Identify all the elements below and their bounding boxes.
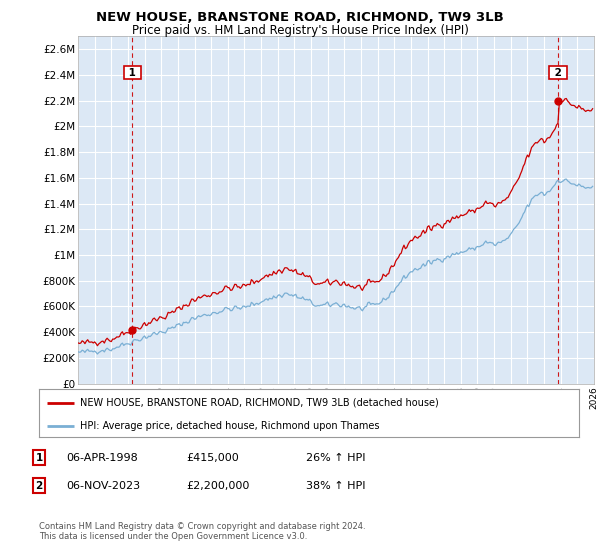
Text: 1: 1 xyxy=(35,452,43,463)
Text: NEW HOUSE, BRANSTONE ROAD, RICHMOND, TW9 3LB: NEW HOUSE, BRANSTONE ROAD, RICHMOND, TW9… xyxy=(96,11,504,24)
Text: 2: 2 xyxy=(551,68,565,78)
Text: 1: 1 xyxy=(125,68,140,78)
Text: £415,000: £415,000 xyxy=(186,452,239,463)
Text: 2: 2 xyxy=(35,480,43,491)
Text: Price paid vs. HM Land Registry's House Price Index (HPI): Price paid vs. HM Land Registry's House … xyxy=(131,24,469,36)
Text: 06-APR-1998: 06-APR-1998 xyxy=(66,452,138,463)
Text: Contains HM Land Registry data © Crown copyright and database right 2024.
This d: Contains HM Land Registry data © Crown c… xyxy=(39,522,365,542)
Text: 06-NOV-2023: 06-NOV-2023 xyxy=(66,480,140,491)
Text: £2,200,000: £2,200,000 xyxy=(186,480,250,491)
Text: 26% ↑ HPI: 26% ↑ HPI xyxy=(306,452,365,463)
Text: HPI: Average price, detached house, Richmond upon Thames: HPI: Average price, detached house, Rich… xyxy=(79,421,379,431)
Text: NEW HOUSE, BRANSTONE ROAD, RICHMOND, TW9 3LB (detached house): NEW HOUSE, BRANSTONE ROAD, RICHMOND, TW9… xyxy=(79,398,438,408)
Text: 38% ↑ HPI: 38% ↑ HPI xyxy=(306,480,365,491)
